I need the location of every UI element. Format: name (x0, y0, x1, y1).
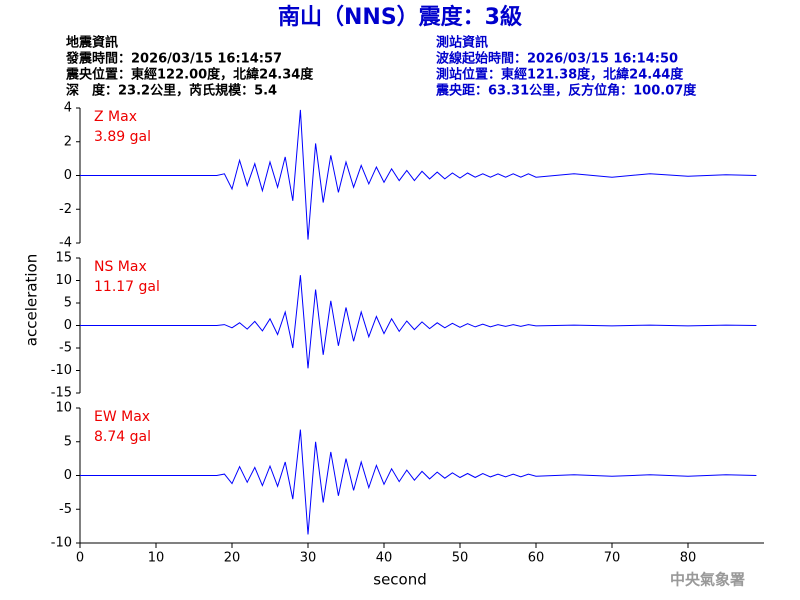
y-tick-label: -10 (51, 363, 72, 378)
x-tick-label: 30 (300, 551, 317, 566)
annotation: NS Max (94, 259, 147, 275)
event-info: 深 度：23.2公里，芮氏規模：5.4 (66, 83, 277, 99)
annotation: 11.17 gal (94, 279, 160, 295)
y-tick-label: 15 (55, 251, 72, 266)
y-tick-label: -15 (51, 386, 72, 401)
x-tick-label: 0 (76, 551, 84, 566)
event-info: 震央位置：東經122.00度，北緯24.34度 (65, 67, 314, 83)
x-tick-label: 40 (376, 551, 393, 566)
y-tick-label: -5 (59, 341, 72, 356)
y-tick-label: -5 (59, 502, 72, 517)
footer: 中央氣象署 (670, 571, 745, 589)
y-tick-label: 5 (64, 296, 72, 311)
annotation: 3.89 gal (94, 129, 151, 145)
station-info: 測站資訊 (436, 35, 488, 51)
event-info: 地震資訊 (66, 35, 118, 51)
x-tick-label: 80 (680, 551, 697, 566)
y-tick-label: 2 (64, 134, 72, 149)
x-tick-label: 50 (452, 551, 469, 566)
y-tick-label: 0 (64, 318, 72, 333)
y-tick-label: -10 (51, 536, 72, 551)
annotation: Z Max (94, 109, 137, 125)
station-info: 測站位置：東經121.38度，北緯24.44度 (436, 67, 684, 83)
chart-title: 南山（NNS）震度：3級 (278, 4, 522, 30)
x-axis-label: second (373, 571, 427, 589)
y-tick-label: 5 (64, 434, 72, 449)
y-tick-label: 10 (55, 401, 72, 416)
y-tick-label: 4 (64, 101, 72, 116)
y-tick-label: -4 (59, 236, 72, 251)
event-info: 發震時間：2026/03/15 16:14:57 (65, 51, 282, 67)
station-info: 震央距：63.31公里，反方位角：100.07度 (435, 83, 697, 99)
x-tick-label: 70 (604, 551, 621, 566)
y-tick-label: 0 (64, 168, 72, 183)
station-info: 波線起始時間：2026/03/15 16:14:50 (436, 51, 678, 67)
annotation: EW Max (94, 409, 150, 425)
x-tick-label: 60 (528, 551, 545, 566)
y-tick-label: -2 (59, 202, 72, 217)
y-tick-label: 0 (64, 468, 72, 483)
annotation: 8.74 gal (94, 429, 151, 445)
y-axis-label: acceleration (23, 254, 41, 346)
x-tick-label: 10 (148, 551, 165, 566)
waveform (80, 429, 757, 535)
waveform (80, 275, 757, 369)
waveform (80, 109, 757, 240)
y-tick-label: 10 (55, 273, 72, 288)
x-tick-label: 20 (224, 551, 241, 566)
